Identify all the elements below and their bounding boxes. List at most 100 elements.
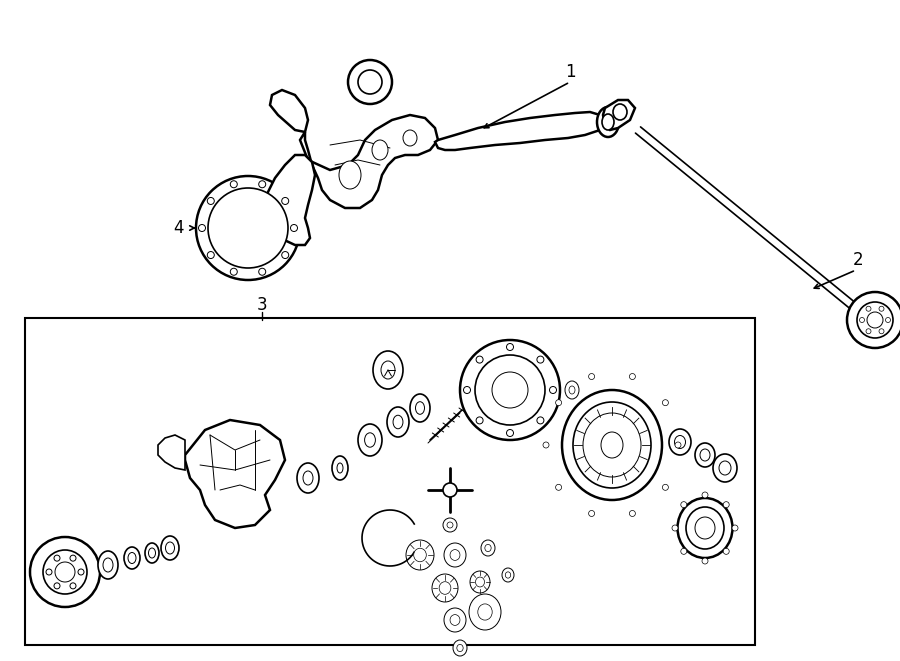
Circle shape xyxy=(199,225,205,231)
Circle shape xyxy=(208,188,288,268)
Circle shape xyxy=(476,417,483,424)
Ellipse shape xyxy=(145,543,159,563)
Circle shape xyxy=(55,562,75,582)
Circle shape xyxy=(30,537,100,607)
Ellipse shape xyxy=(103,558,113,572)
Circle shape xyxy=(555,485,562,490)
Circle shape xyxy=(589,373,595,379)
Ellipse shape xyxy=(669,429,691,455)
Ellipse shape xyxy=(502,568,514,582)
Circle shape xyxy=(70,555,76,561)
Circle shape xyxy=(867,312,883,328)
Circle shape xyxy=(196,176,300,280)
Circle shape xyxy=(866,329,871,334)
Ellipse shape xyxy=(444,608,466,632)
Circle shape xyxy=(507,344,514,350)
Circle shape xyxy=(550,387,556,393)
Text: 2: 2 xyxy=(852,251,863,269)
Ellipse shape xyxy=(124,547,140,569)
Ellipse shape xyxy=(450,615,460,625)
Circle shape xyxy=(537,417,544,424)
Circle shape xyxy=(70,583,76,589)
Circle shape xyxy=(680,502,687,508)
Ellipse shape xyxy=(597,107,619,137)
Ellipse shape xyxy=(166,542,175,554)
Ellipse shape xyxy=(414,548,427,562)
Ellipse shape xyxy=(332,456,348,480)
Ellipse shape xyxy=(602,114,614,130)
Text: 4: 4 xyxy=(173,219,184,237)
Ellipse shape xyxy=(573,402,651,488)
Ellipse shape xyxy=(719,461,731,475)
Ellipse shape xyxy=(393,415,403,429)
Ellipse shape xyxy=(450,549,460,561)
Text: 3: 3 xyxy=(256,296,267,314)
Circle shape xyxy=(460,340,560,440)
Polygon shape xyxy=(435,112,605,150)
Circle shape xyxy=(207,252,214,258)
Circle shape xyxy=(724,549,729,555)
Circle shape xyxy=(282,198,289,204)
Circle shape xyxy=(78,569,84,575)
Polygon shape xyxy=(158,435,185,470)
Ellipse shape xyxy=(674,436,686,449)
Ellipse shape xyxy=(339,161,361,189)
Circle shape xyxy=(629,373,635,379)
Ellipse shape xyxy=(403,130,417,146)
Ellipse shape xyxy=(373,351,403,389)
Circle shape xyxy=(476,356,483,363)
Ellipse shape xyxy=(98,551,118,579)
Ellipse shape xyxy=(695,443,715,467)
Ellipse shape xyxy=(410,394,430,422)
Circle shape xyxy=(629,510,635,516)
Ellipse shape xyxy=(447,522,453,528)
Ellipse shape xyxy=(562,390,662,500)
Polygon shape xyxy=(270,90,308,132)
Circle shape xyxy=(543,442,549,448)
Circle shape xyxy=(879,306,884,311)
Ellipse shape xyxy=(686,507,724,549)
Circle shape xyxy=(54,555,60,561)
Ellipse shape xyxy=(387,407,409,437)
Circle shape xyxy=(46,569,52,575)
Ellipse shape xyxy=(443,518,457,532)
Polygon shape xyxy=(265,155,315,245)
Polygon shape xyxy=(185,420,285,528)
Circle shape xyxy=(358,70,382,94)
Circle shape xyxy=(702,492,708,498)
Circle shape xyxy=(672,525,678,531)
Circle shape xyxy=(675,442,681,448)
Ellipse shape xyxy=(485,545,491,551)
Circle shape xyxy=(258,180,265,188)
Ellipse shape xyxy=(601,432,623,458)
Circle shape xyxy=(860,317,865,323)
Circle shape xyxy=(589,510,595,516)
Circle shape xyxy=(230,180,238,188)
Ellipse shape xyxy=(432,574,458,602)
Circle shape xyxy=(475,355,545,425)
Ellipse shape xyxy=(457,644,464,652)
Ellipse shape xyxy=(381,361,395,379)
Ellipse shape xyxy=(372,140,388,160)
Circle shape xyxy=(662,400,669,406)
Ellipse shape xyxy=(700,449,710,461)
Circle shape xyxy=(732,525,738,531)
Circle shape xyxy=(847,292,900,348)
Ellipse shape xyxy=(478,604,492,620)
Ellipse shape xyxy=(475,577,484,587)
Circle shape xyxy=(348,60,392,104)
Circle shape xyxy=(702,558,708,564)
Ellipse shape xyxy=(297,463,319,493)
Circle shape xyxy=(866,306,871,311)
Circle shape xyxy=(879,329,884,334)
Ellipse shape xyxy=(439,582,451,594)
Ellipse shape xyxy=(128,553,136,563)
Ellipse shape xyxy=(505,572,510,578)
Circle shape xyxy=(282,252,289,258)
Ellipse shape xyxy=(613,104,627,120)
Circle shape xyxy=(555,400,562,406)
Circle shape xyxy=(54,583,60,589)
Ellipse shape xyxy=(695,517,715,539)
Ellipse shape xyxy=(713,454,737,482)
Circle shape xyxy=(207,198,214,204)
